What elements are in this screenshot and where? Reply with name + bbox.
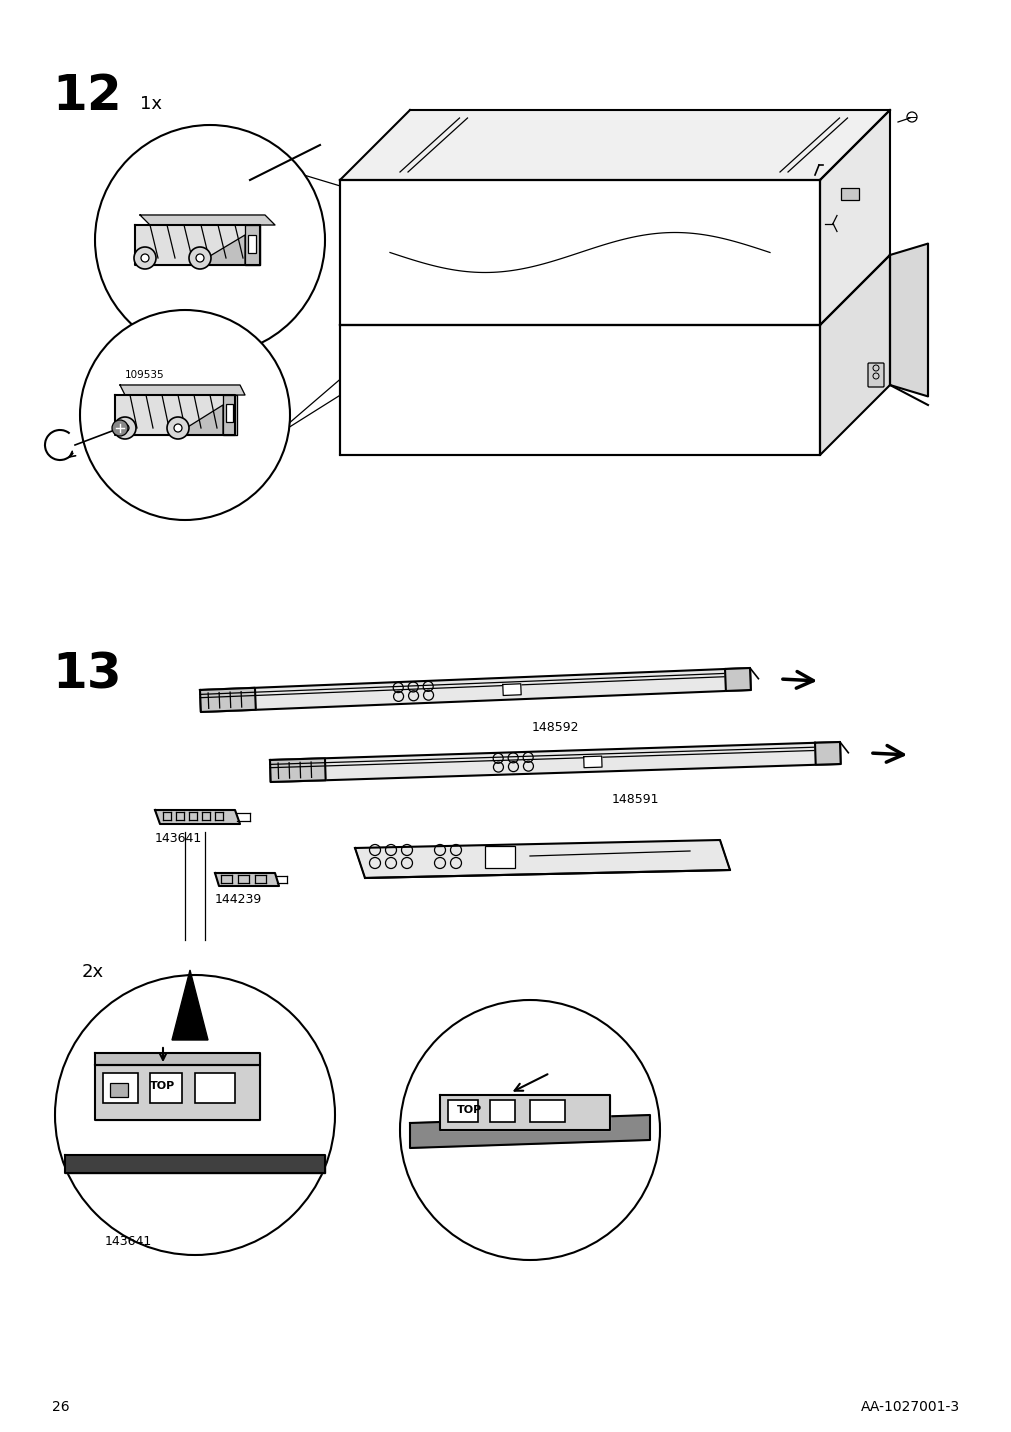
Circle shape — [112, 420, 127, 435]
Text: 148592: 148592 — [531, 720, 578, 735]
Polygon shape — [724, 667, 750, 692]
Text: 144239: 144239 — [214, 894, 262, 906]
Bar — [110, 1083, 127, 1097]
Polygon shape — [270, 759, 326, 782]
Bar — [530, 1100, 564, 1123]
Bar — [840, 188, 858, 199]
Text: TOP: TOP — [151, 1081, 176, 1091]
Circle shape — [189, 246, 210, 269]
Polygon shape — [200, 687, 256, 712]
Polygon shape — [409, 1116, 649, 1148]
Polygon shape — [502, 683, 521, 696]
Polygon shape — [175, 405, 222, 435]
Polygon shape — [583, 756, 602, 768]
Circle shape — [399, 1000, 659, 1260]
Circle shape — [114, 417, 135, 440]
Polygon shape — [819, 110, 889, 325]
Circle shape — [174, 424, 182, 432]
Text: 26: 26 — [52, 1400, 70, 1413]
Bar — [489, 1100, 515, 1123]
Circle shape — [133, 246, 156, 269]
Bar — [448, 1100, 477, 1123]
Polygon shape — [95, 1053, 260, 1065]
Circle shape — [196, 253, 204, 262]
Circle shape — [167, 417, 189, 440]
Polygon shape — [440, 1095, 610, 1130]
Polygon shape — [200, 667, 750, 712]
Polygon shape — [814, 742, 840, 765]
Polygon shape — [245, 225, 260, 265]
FancyBboxPatch shape — [867, 362, 884, 387]
Circle shape — [121, 424, 128, 432]
Polygon shape — [222, 395, 237, 435]
Text: TOP: TOP — [457, 1106, 482, 1116]
Polygon shape — [340, 110, 889, 180]
Text: 109535: 109535 — [125, 369, 165, 379]
Circle shape — [55, 975, 335, 1254]
Text: 148591: 148591 — [611, 793, 658, 806]
Text: AA-1027001-3: AA-1027001-3 — [860, 1400, 959, 1413]
Polygon shape — [134, 225, 260, 265]
Polygon shape — [195, 235, 245, 265]
Circle shape — [80, 309, 290, 520]
Bar — [195, 1073, 235, 1103]
Circle shape — [95, 125, 325, 355]
Polygon shape — [889, 243, 927, 397]
Polygon shape — [355, 841, 729, 878]
Polygon shape — [172, 969, 208, 1040]
Text: 2x: 2x — [82, 962, 104, 981]
Polygon shape — [115, 395, 235, 435]
Polygon shape — [140, 215, 275, 225]
Bar — [248, 235, 256, 253]
Polygon shape — [340, 180, 819, 325]
Polygon shape — [214, 874, 279, 886]
Text: 1x: 1x — [140, 95, 162, 113]
Text: 143641: 143641 — [105, 1234, 152, 1249]
Bar — [225, 404, 233, 422]
Polygon shape — [95, 1065, 260, 1120]
Polygon shape — [819, 255, 889, 455]
Text: 13: 13 — [52, 650, 121, 697]
Bar — [484, 846, 515, 868]
Text: 12: 12 — [52, 72, 121, 120]
Polygon shape — [65, 1156, 325, 1173]
Polygon shape — [155, 811, 240, 823]
Circle shape — [141, 253, 149, 262]
Polygon shape — [120, 385, 245, 395]
Bar — [103, 1073, 137, 1103]
Text: 143641: 143641 — [155, 832, 202, 845]
Bar — [150, 1073, 182, 1103]
Polygon shape — [270, 742, 840, 782]
Polygon shape — [340, 325, 819, 455]
